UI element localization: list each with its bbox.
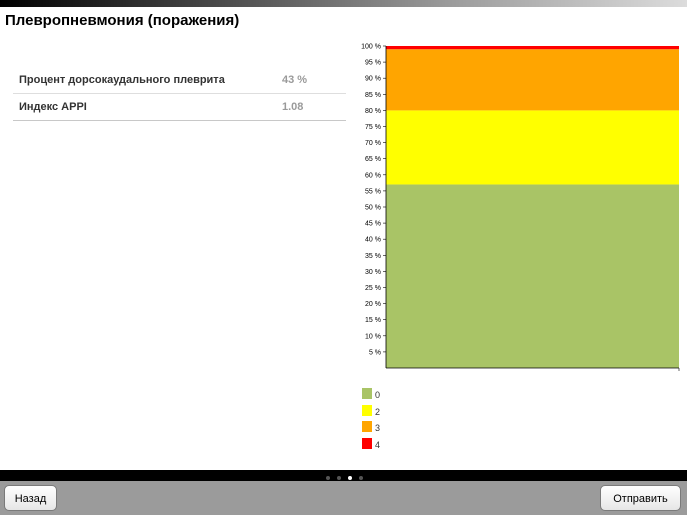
legend-label: 4 [375,439,381,450]
y-tick-label: 30 % [365,269,381,276]
page-dot[interactable] [337,476,341,480]
y-tick-label: 60 % [365,172,381,179]
y-tick-label: 50 % [365,205,381,212]
stat-label: Индекс APPI [19,101,87,113]
y-tick-label: 15 % [365,317,381,324]
page-title: Плевропневмония (поражения) [5,12,240,29]
y-tick-label: 80 % [365,108,381,115]
y-tick-label: 90 % [365,76,381,83]
y-tick-label: 65 % [365,156,381,163]
y-tick-label: 25 % [365,285,381,292]
y-tick-label: 75 % [365,124,381,131]
y-tick-label: 55 % [365,188,381,195]
bar-segment-2 [386,110,679,185]
legend-swatch [362,437,372,449]
page-dot[interactable] [326,476,330,480]
legend-swatch [362,404,372,416]
legend-label: 3 [375,423,381,433]
bar-segment-0 [386,184,679,368]
y-tick-label: 20 % [365,301,381,308]
y-tick-label: 5 % [369,349,381,356]
y-tick-label: 45 % [365,221,381,228]
legend-swatch [362,421,372,432]
stat-row-appi: Индекс APPI 1.08 [13,94,346,121]
page-dot[interactable] [359,476,363,480]
y-tick-label: 70 % [365,140,381,147]
y-tick-label: 35 % [365,253,381,260]
stacked-bar-chart: 5 % 10 % 15 % 20 % 25 % 30 % 35 % 40 % 45 % 50 % 5… [361,44,680,371]
stats-list: Процент дорсокаудального плеврита 43 % И… [13,67,346,121]
page-dot-active[interactable] [348,476,352,480]
y-tick-label: 100 % [361,44,381,51]
top-gradient-bar [0,0,687,7]
y-tick-label: 10 % [365,333,381,340]
legend-swatch [362,388,372,399]
stat-value: 43 % [282,74,308,86]
legend-label: 2 [375,406,381,417]
back-button[interactable]: Назад [4,485,57,511]
page-indicator-strip [0,470,687,481]
send-button[interactable]: Отправить [600,485,681,511]
stat-row-dorsocaudal: Процент дорсокаудального плеврита 43 % [13,67,346,94]
stat-value: 1.08 [282,101,304,113]
stat-label: Процент дорсокаудального плеврита [19,74,225,86]
y-tick-label: 85 % [365,92,381,99]
y-tick-label: 95 % [365,60,381,67]
legend-label: 0 [375,390,381,400]
y-tick-label: 40 % [365,237,381,244]
bar-segment-4 [386,46,679,50]
bar-segment-3 [386,49,679,111]
bottom-toolbar [0,481,687,515]
